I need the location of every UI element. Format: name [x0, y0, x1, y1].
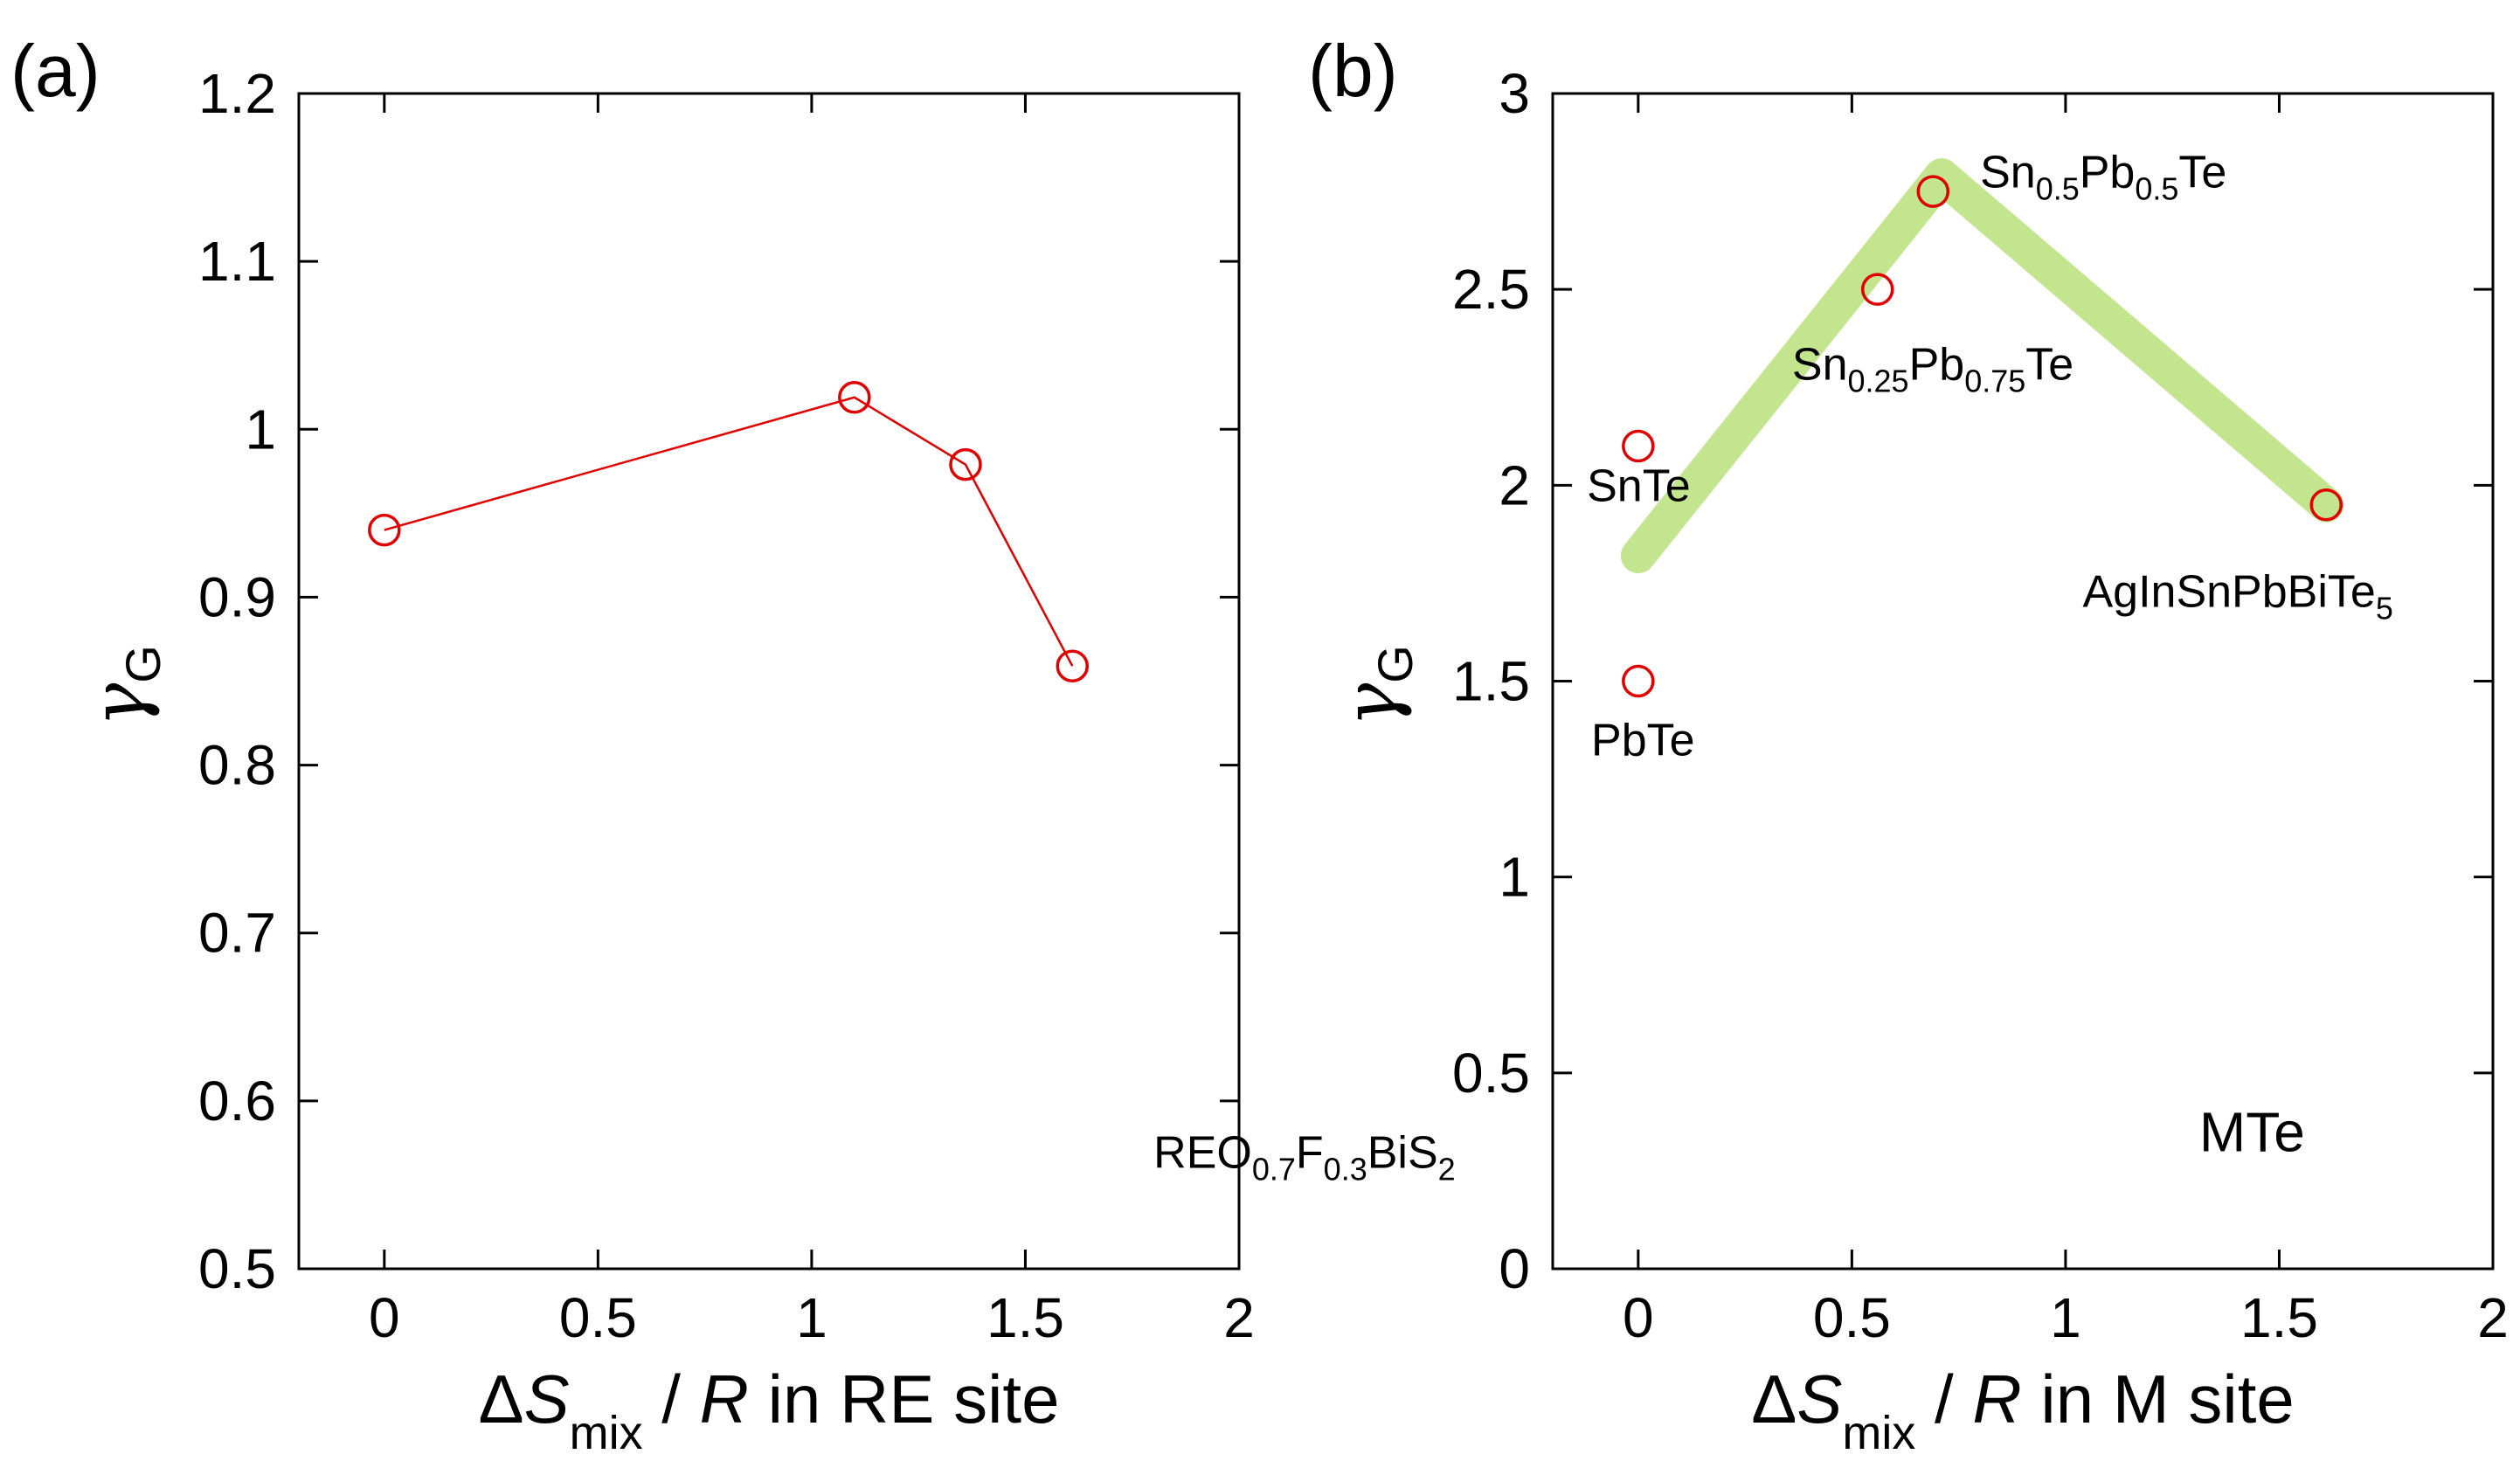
x-tick-label: 2	[2477, 1286, 2509, 1349]
y-tick-label: 0.6	[198, 1070, 276, 1132]
annotation-text: PbTe	[1591, 716, 1695, 766]
x-axis-label: ΔSmix / R in RE site	[479, 1361, 1060, 1459]
y-axis-label-symbol: γ	[1328, 682, 1414, 727]
panel-label: (b)	[1308, 30, 1398, 112]
y-axis-label-subscript: G	[115, 645, 170, 683]
x-tick-label: 1	[2050, 1286, 2081, 1349]
y-tick-label: 2.5	[1452, 258, 1530, 321]
annotation-text: MTe	[2199, 1101, 2305, 1164]
x-axis-label-rest: in RE site	[749, 1361, 1059, 1437]
annotation-b-sn05: Sn0.5Pb0.5Te	[1980, 148, 2226, 207]
panel-a: 0 0.5 1 1.5 20.50.60.70.80.911.11.2(a)γGΔSmi…	[10, 30, 1456, 1459]
x-tick-label: 0.5	[559, 1286, 637, 1349]
data-point	[1056, 649, 1090, 682]
annotation-text: F	[1296, 1128, 1324, 1179]
y-tick-label: 3	[1499, 62, 1530, 125]
x-axis-label-subscript: mix	[570, 1407, 643, 1459]
y-tick-label: 0.5	[198, 1237, 276, 1300]
x-axis-label-subscript: mix	[1842, 1407, 1915, 1459]
y-tick-label: 2	[1499, 454, 1530, 516]
annotation-text: Te	[2025, 339, 2073, 390]
annotation-subscript: 0.7	[1252, 1152, 1296, 1188]
y-tick-label: 0	[1499, 1237, 1530, 1300]
annotation-b-snte: SnTe	[1587, 461, 1691, 511]
series-line	[384, 396, 1074, 667]
annotation-b-sn025: Sn0.25Pb0.75Te	[1792, 339, 2073, 398]
plot-frame	[1551, 92, 2495, 1271]
y-tick-label: 1.1	[198, 230, 276, 293]
annotation-subscript: 2	[1438, 1152, 1456, 1188]
y-tick-label: 0.7	[198, 902, 276, 965]
annotation-subscript: 5	[2376, 590, 2393, 626]
annotation-text: Sn	[1980, 148, 2036, 198]
annotation-subscript: 0.25	[1848, 363, 1909, 398]
y-axis-label-subscript: G	[1367, 645, 1423, 683]
annotation-subscript: 0.5	[2036, 171, 2080, 207]
x-tick-label: 0	[1623, 1286, 1654, 1349]
x-tick-label: 2	[1223, 1286, 1255, 1349]
x-axis-label-delta: Δ	[1751, 1361, 1797, 1437]
data-point	[1916, 175, 1950, 208]
y-tick-label: 0.5	[1452, 1042, 1530, 1105]
data-point	[1860, 273, 1894, 306]
y-tick-label: 1.5	[1452, 650, 1530, 713]
x-axis-label: ΔSmix / R in M site	[1751, 1361, 2295, 1459]
x-axis-label-slash: /	[643, 1361, 700, 1437]
x-tick-label: 0.5	[1813, 1286, 1891, 1349]
y-tick-label: 1.2	[198, 62, 276, 125]
annotation-text: AgInSnPbBiTe	[2082, 566, 2375, 617]
x-tick-label: 1.5	[987, 1286, 1064, 1349]
data-point	[368, 513, 401, 547]
x-axis-label-slash: /	[1915, 1361, 1972, 1437]
y-tick-label: 0.8	[198, 734, 276, 797]
trend-guide-line	[1620, 158, 2344, 574]
x-axis-label-rest: in M site	[2022, 1361, 2295, 1437]
annotation-text: SnTe	[1587, 461, 1691, 511]
x-tick-label: 1.5	[2240, 1286, 2318, 1349]
annotation-b-pbte: PbTe	[1591, 716, 1695, 766]
data-point	[949, 447, 982, 481]
annotation-a-compound: REO0.7F0.3BiS2	[1153, 1128, 1456, 1188]
x-tick-label: 0	[369, 1286, 400, 1349]
data-point	[1622, 664, 1655, 698]
y-axis-label: γG	[76, 645, 170, 727]
annotation-text: BiS	[1367, 1128, 1438, 1179]
annotation-b-agin: AgInSnPbBiTe5	[2082, 566, 2392, 626]
panel-label: (a)	[10, 30, 100, 112]
y-tick-label: 1	[1499, 846, 1530, 909]
y-tick-label: 0.9	[198, 565, 276, 628]
x-axis-label-symbol: S	[524, 1361, 570, 1437]
plot-frame	[297, 92, 1241, 1271]
x-axis-label-r: R	[1972, 1361, 2021, 1437]
annotation-text: Pb	[2080, 148, 2136, 198]
data-point	[838, 381, 871, 414]
y-axis-label-symbol: γ	[76, 682, 162, 727]
y-axis-label: γG	[1328, 645, 1423, 727]
annotation-text: REO	[1153, 1128, 1252, 1179]
y-tick-label: 1	[245, 398, 276, 461]
annotation-subscript: 0.3	[1324, 1152, 1367, 1188]
annotation-text: Pb	[1909, 339, 1965, 390]
annotation-subscript: 0.75	[1964, 363, 2025, 398]
annotation-text: Sn	[1792, 339, 1848, 390]
panel-b: 0 0.5 1 1.5 2 0 0.5 1 1.5 2 2.5 3 (b) γG ΔSmix / R in …	[1308, 30, 2509, 1459]
x-tick-label: 1	[796, 1286, 827, 1349]
annotation-b-mte: MTe	[2199, 1101, 2305, 1164]
data-point	[2309, 488, 2343, 522]
annotation-text: Te	[2178, 148, 2226, 198]
x-axis-label-r: R	[700, 1361, 749, 1437]
x-axis-label-symbol: S	[1797, 1361, 1842, 1437]
data-point	[1622, 429, 1655, 463]
x-axis-label-delta: Δ	[479, 1361, 524, 1437]
annotation-subscript: 0.5	[2135, 171, 2178, 207]
